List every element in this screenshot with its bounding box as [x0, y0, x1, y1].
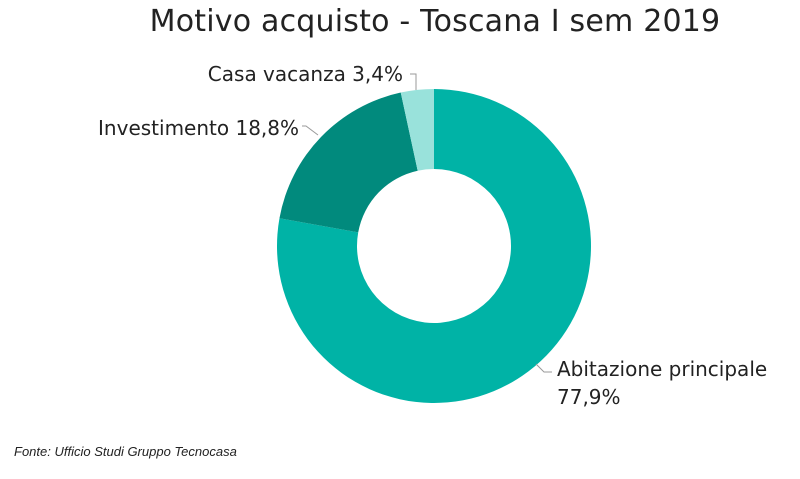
label-casa-vacanza: Casa vacanza 3,4%: [208, 62, 417, 90]
data-label: Casa vacanza 3,4%: [208, 62, 403, 86]
data-label: 77,9%: [557, 385, 621, 409]
leader-line: [535, 363, 552, 373]
leader-line: [302, 125, 319, 136]
label-investimento: Investimento 18,8%: [98, 116, 319, 140]
slice-casa-vacanza: [400, 89, 434, 171]
slice-labels: Abitazione principale 77,9% Investimento 1…: [98, 62, 767, 409]
label-abitazione-principale: Abitazione principale 77,9%: [535, 357, 767, 409]
source-note: Fonte: Ufficio Studi Gruppo Tecnocasa: [14, 444, 237, 459]
slice-investimento: [279, 92, 418, 233]
donut-slices: [277, 89, 591, 404]
data-label: Abitazione principale: [557, 357, 767, 381]
leader-line: [410, 73, 417, 90]
slice-abitazione-principale: [277, 89, 591, 404]
data-label: Investimento 18,8%: [98, 116, 299, 140]
chart-title: Motivo acquisto - Toscana I sem 2019: [149, 4, 721, 39]
